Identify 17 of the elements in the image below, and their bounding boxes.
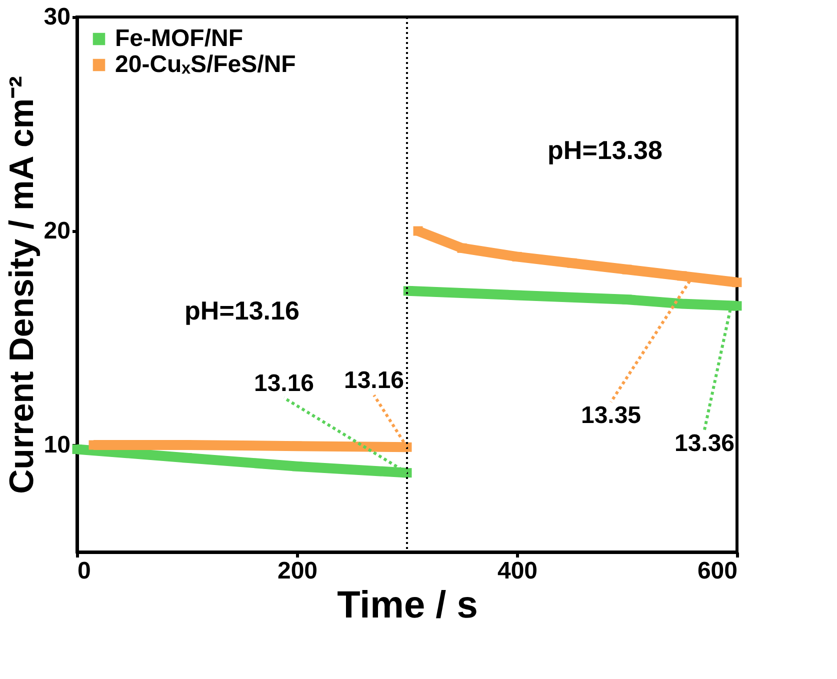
x-axis-title: Time / s — [337, 584, 478, 626]
annotation: 13.36 — [674, 430, 735, 457]
x-tick-label: 400 — [497, 558, 538, 584]
x-tick-label: 600 — [697, 558, 738, 584]
y-tick-label: 20 — [44, 218, 70, 244]
legend-label: Fe-MOF/NF — [115, 25, 243, 52]
annotation: 13.16 — [254, 370, 314, 397]
annotation: pH=13.16 — [184, 295, 300, 326]
y-axis-title: Current Density / mA cm⁻² — [2, 76, 41, 494]
y-tick-label: 30 — [44, 4, 70, 30]
x-tick-label: 0 — [78, 558, 91, 584]
annotation: 13.35 — [580, 402, 642, 429]
y-tick-label: 10 — [44, 432, 70, 458]
x-tick-label: 200 — [277, 558, 318, 584]
annotation: pH=13.38 — [548, 134, 662, 165]
annotation: 13.16 — [344, 367, 404, 394]
legend-label: 20-CuₓS/FeS/NF — [115, 51, 296, 78]
